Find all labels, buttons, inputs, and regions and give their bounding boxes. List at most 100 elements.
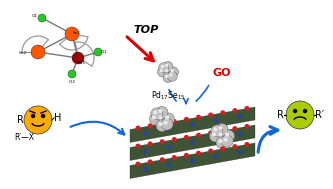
- Circle shape: [209, 149, 212, 153]
- Circle shape: [245, 107, 249, 110]
- Circle shape: [32, 115, 35, 118]
- Circle shape: [303, 109, 306, 112]
- Circle shape: [148, 160, 152, 164]
- Circle shape: [245, 125, 249, 128]
- Circle shape: [148, 124, 152, 128]
- Circle shape: [136, 126, 140, 130]
- Circle shape: [172, 156, 176, 159]
- Circle shape: [172, 138, 176, 141]
- Circle shape: [238, 133, 241, 136]
- FancyArrowPatch shape: [71, 122, 124, 135]
- Circle shape: [151, 108, 163, 120]
- Circle shape: [163, 61, 173, 71]
- Text: H: H: [54, 113, 62, 123]
- Circle shape: [218, 139, 222, 143]
- Circle shape: [72, 52, 84, 64]
- Circle shape: [161, 65, 164, 68]
- Circle shape: [222, 130, 235, 142]
- Circle shape: [225, 132, 229, 137]
- Circle shape: [163, 67, 173, 77]
- Text: R′—X: R′—X: [14, 133, 34, 143]
- Circle shape: [160, 69, 163, 73]
- FancyArrowPatch shape: [258, 127, 278, 152]
- Circle shape: [169, 73, 173, 77]
- Circle shape: [153, 110, 158, 115]
- Circle shape: [191, 123, 194, 126]
- Text: Cl2: Cl2: [69, 80, 76, 84]
- Text: TOP: TOP: [133, 25, 158, 35]
- Circle shape: [223, 138, 228, 142]
- Circle shape: [94, 48, 102, 56]
- Circle shape: [233, 109, 237, 112]
- Circle shape: [167, 71, 177, 81]
- Circle shape: [168, 67, 178, 77]
- Circle shape: [197, 133, 200, 137]
- Circle shape: [293, 109, 296, 112]
- Circle shape: [197, 115, 200, 119]
- Circle shape: [216, 130, 228, 142]
- Circle shape: [184, 153, 188, 157]
- Circle shape: [213, 127, 217, 132]
- Circle shape: [38, 14, 46, 22]
- Circle shape: [215, 119, 218, 122]
- Circle shape: [161, 158, 164, 161]
- Circle shape: [216, 123, 228, 135]
- Circle shape: [165, 64, 168, 67]
- Text: Se2: Se2: [19, 51, 27, 55]
- Text: Se1: Se1: [73, 31, 81, 35]
- Circle shape: [167, 128, 170, 131]
- Circle shape: [211, 125, 223, 137]
- Circle shape: [165, 69, 168, 73]
- FancyArrowPatch shape: [196, 85, 209, 101]
- Circle shape: [238, 151, 241, 154]
- Circle shape: [286, 101, 314, 129]
- Circle shape: [184, 136, 188, 139]
- Circle shape: [148, 142, 152, 146]
- Polygon shape: [130, 125, 255, 160]
- Circle shape: [156, 120, 168, 132]
- Circle shape: [159, 63, 169, 73]
- Circle shape: [209, 131, 212, 135]
- Circle shape: [156, 106, 168, 118]
- Text: R′: R′: [315, 110, 325, 120]
- Circle shape: [144, 132, 147, 135]
- Circle shape: [165, 74, 168, 78]
- Circle shape: [152, 115, 156, 120]
- Circle shape: [238, 115, 241, 118]
- Text: R: R: [277, 110, 283, 120]
- Circle shape: [221, 147, 224, 151]
- Circle shape: [197, 151, 200, 155]
- Circle shape: [163, 113, 174, 125]
- Circle shape: [167, 163, 170, 167]
- Circle shape: [158, 67, 167, 77]
- Text: GO: GO: [213, 68, 231, 78]
- Circle shape: [42, 115, 45, 118]
- Circle shape: [161, 140, 164, 143]
- Circle shape: [221, 129, 224, 133]
- Circle shape: [221, 135, 233, 147]
- Circle shape: [24, 106, 52, 134]
- Circle shape: [209, 113, 212, 117]
- Circle shape: [156, 113, 168, 125]
- Circle shape: [233, 127, 237, 130]
- Circle shape: [212, 132, 216, 137]
- Circle shape: [161, 118, 173, 130]
- Text: Pd$_{17}$Se$_{15}$: Pd$_{17}$Se$_{15}$: [151, 89, 185, 101]
- Text: Cl1: Cl1: [101, 50, 108, 54]
- Circle shape: [159, 122, 163, 126]
- Circle shape: [159, 115, 163, 120]
- Circle shape: [209, 130, 221, 142]
- Circle shape: [65, 27, 79, 41]
- Circle shape: [31, 45, 45, 59]
- Circle shape: [184, 118, 188, 121]
- Polygon shape: [130, 107, 255, 143]
- FancyArrowPatch shape: [169, 90, 176, 101]
- Circle shape: [136, 162, 140, 166]
- Circle shape: [136, 144, 140, 148]
- Circle shape: [170, 69, 174, 73]
- Circle shape: [215, 155, 218, 158]
- Text: Pd1: Pd1: [78, 61, 86, 65]
- Circle shape: [144, 150, 147, 153]
- Circle shape: [191, 159, 194, 162]
- Circle shape: [172, 120, 176, 123]
